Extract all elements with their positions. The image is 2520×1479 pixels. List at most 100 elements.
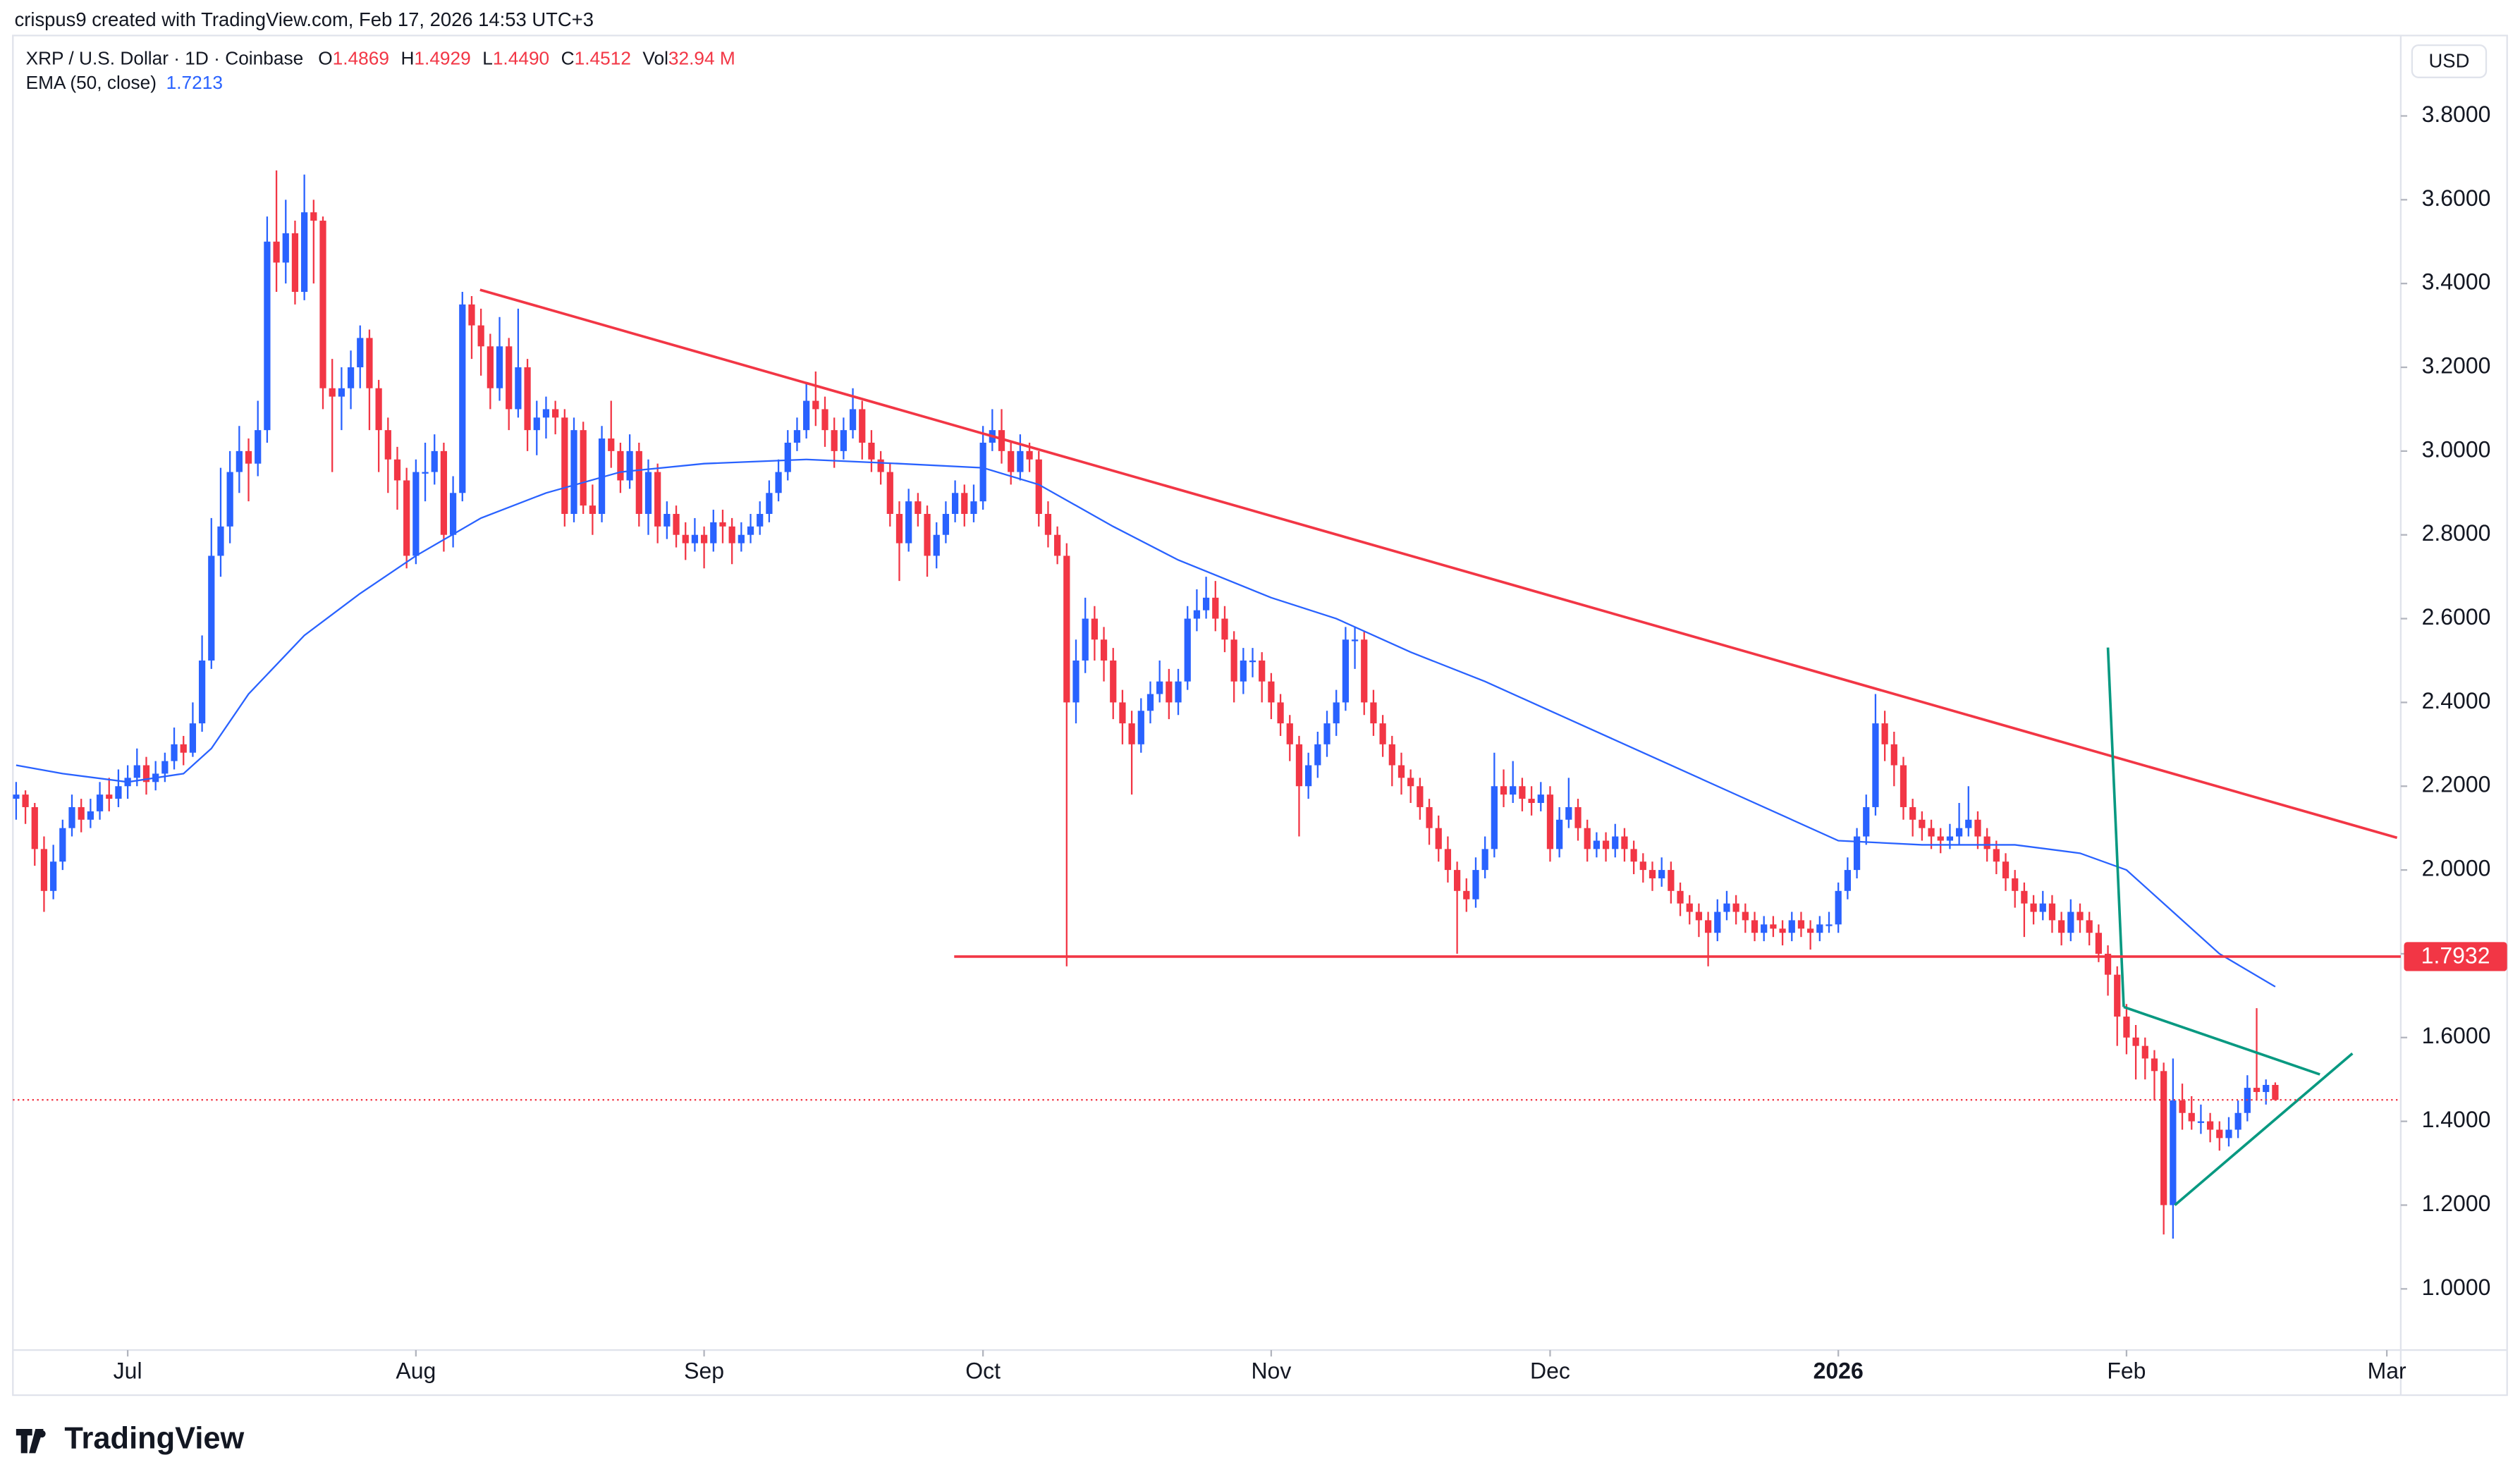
- candle-body: [78, 806, 85, 820]
- y-tick-label: 2.0000: [2422, 856, 2491, 881]
- candle-body: [1751, 920, 1759, 933]
- candle-body: [691, 534, 699, 544]
- candle-body: [2095, 933, 2102, 954]
- ema-legend: EMA (50, close) 1.7213: [26, 72, 223, 93]
- candle-body: [506, 346, 513, 410]
- candle-body: [1825, 924, 1833, 926]
- x-tick-label: Sep: [684, 1358, 724, 1384]
- candle-body: [663, 513, 671, 527]
- candle-body: [1072, 660, 1079, 703]
- candle-body: [886, 472, 893, 514]
- candle-body: [180, 744, 187, 753]
- candle-body: [635, 450, 642, 514]
- candle-body: [2216, 1129, 2223, 1139]
- candle-body: [700, 534, 708, 544]
- candle-body: [1193, 610, 1201, 619]
- candle-body: [87, 811, 94, 820]
- candle-body: [115, 786, 122, 799]
- x-tick-label: Aug: [396, 1358, 436, 1384]
- candle-body: [384, 430, 391, 460]
- candle-body: [951, 493, 959, 514]
- candle-body: [1770, 924, 1777, 929]
- x-tick-label: Jul: [114, 1358, 142, 1384]
- candle-body: [524, 367, 531, 431]
- currency-box[interactable]: [2411, 44, 2488, 78]
- candle-body: [2132, 1037, 2139, 1046]
- value: 1.4929: [414, 48, 470, 69]
- candle-body: [1110, 660, 1117, 703]
- candle-body: [2170, 1100, 2177, 1205]
- candle-body: [1314, 744, 1321, 766]
- candle-body: [924, 513, 931, 556]
- candle-body: [13, 794, 20, 799]
- candle-body: [1630, 849, 1637, 862]
- candle-body: [1277, 702, 1284, 724]
- candle-body: [1397, 765, 1405, 778]
- candle-body: [403, 480, 410, 556]
- candle-body: [821, 409, 828, 431]
- candle-body: [198, 660, 206, 724]
- candle-body: [1704, 920, 1712, 933]
- candle-body: [747, 526, 754, 535]
- candle-body: [1723, 903, 1730, 912]
- candle-body: [2160, 1071, 2167, 1205]
- candle-body: [2253, 1088, 2261, 1093]
- value: 32.94 M: [668, 48, 735, 69]
- candle-body: [580, 430, 587, 506]
- candle-body: [1063, 556, 1070, 703]
- chart-frame: [12, 35, 2508, 1397]
- candle-body: [171, 744, 178, 761]
- symbol: XRP / U.S. Dollar · 1D · Coinbase: [26, 48, 304, 69]
- candle-body: [812, 400, 819, 410]
- candle-body: [96, 794, 104, 811]
- candle-body: [1286, 723, 1293, 744]
- candle-body: [728, 526, 735, 544]
- candle-body: [459, 304, 466, 493]
- candle-body: [273, 241, 280, 263]
- candle-body: [1054, 534, 1061, 556]
- candle-body: [682, 534, 689, 544]
- candle-body: [2234, 1112, 2241, 1130]
- candle-body: [626, 450, 633, 481]
- candle-body: [1639, 861, 1646, 871]
- value: 1.7213: [166, 72, 223, 93]
- x-tick-label: Mar: [2368, 1358, 2406, 1384]
- candle-body: [1212, 597, 1219, 619]
- x-tick-label: Oct: [965, 1358, 1001, 1384]
- candle-body: [1481, 849, 1488, 871]
- candle-body: [589, 505, 596, 514]
- candle-body: [412, 472, 420, 556]
- candle-body: [477, 325, 484, 347]
- candle-body: [515, 367, 522, 410]
- candle-body: [915, 501, 922, 514]
- candle-body: [2012, 878, 2019, 891]
- candle-body: [1379, 723, 1386, 744]
- candle-body: [1649, 870, 1656, 878]
- candle-body: [487, 346, 494, 388]
- y-tick-label: 2.6000: [2422, 604, 2491, 630]
- logo-dot: [38, 1430, 46, 1438]
- candle-body: [22, 794, 29, 807]
- candle-body: [319, 221, 326, 388]
- candle-body: [2048, 903, 2056, 921]
- candle-body: [1128, 723, 1135, 744]
- candle-body: [301, 212, 308, 293]
- candle-body: [468, 304, 475, 326]
- candle-body: [757, 513, 764, 527]
- legend: XRP / U.S. Dollar · 1D · Coinbase O1.486…: [26, 48, 735, 69]
- y-tick-label: 1.0000: [2422, 1275, 2491, 1300]
- candle-body: [831, 430, 838, 451]
- candle-body: [1742, 912, 1749, 921]
- currency: USD: [2429, 49, 2470, 71]
- value: 1.4869: [333, 48, 389, 69]
- candle-body: [570, 430, 577, 514]
- candle-body: [1761, 924, 1768, 933]
- candle-body: [1983, 836, 1990, 849]
- candle-body: [1574, 806, 1582, 828]
- candle-body: [208, 556, 215, 661]
- trendline: [2174, 1052, 2354, 1206]
- candle-body: [775, 472, 782, 493]
- candle-body: [1370, 702, 1377, 724]
- candle-body: [2179, 1100, 2186, 1113]
